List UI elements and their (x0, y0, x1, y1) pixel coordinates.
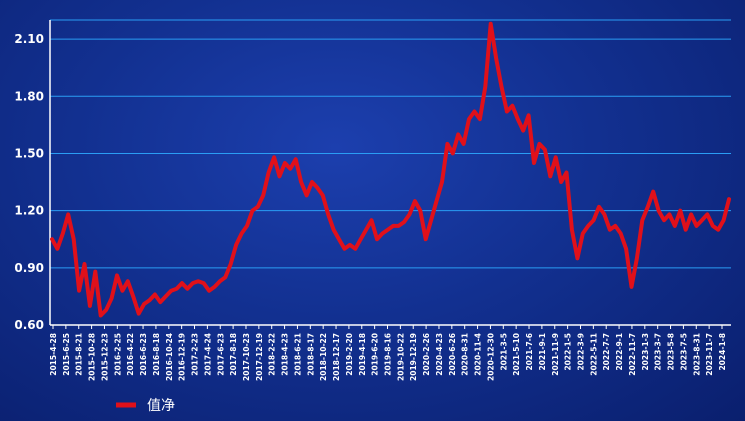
x-tick-label: 2021-7-6 (525, 333, 534, 371)
x-tick-label: 2017-12-19 (255, 333, 264, 381)
x-tick-label: 2020-12-30 (486, 333, 495, 381)
x-tick-label: 2016-8-18 (152, 333, 161, 376)
x-tick-label: 2015-8-21 (75, 333, 84, 376)
x-tick-label: 2020-8-31 (461, 333, 470, 376)
x-tick-label: 2024-1-8 (718, 333, 727, 371)
x-tick-label: 2018-4-23 (281, 333, 290, 376)
x-tick-label: 2016-2-25 (113, 333, 122, 376)
y-tick-label: 2.10 (14, 32, 44, 46)
x-tick-label: 2021-5-10 (512, 333, 521, 376)
x-tick-label: 2015-4-28 (49, 333, 58, 376)
y-tick-label: 1.80 (14, 89, 44, 103)
legend-label: 值净 (147, 398, 175, 414)
x-tick-label: 2023-8-31 (692, 333, 701, 376)
x-tick-label: 2023-11-7 (705, 333, 714, 376)
x-tick-label: 2016-6-23 (139, 333, 148, 376)
y-tick-label: 0.60 (14, 318, 44, 332)
x-tick-label: 2015-6-25 (62, 333, 71, 376)
x-tick-label: 2018-10-22 (319, 333, 328, 381)
x-tick-label: 2019-4-18 (358, 333, 367, 376)
y-axis-ticks: 0.60 0.90 1.20 1.50 1.80 2.10 (14, 32, 44, 332)
x-axis-ticks: 2015-4-28 2015-6-25 2015-8-21 2015-10-28 201… (49, 325, 727, 381)
x-tick-label: 2022-5-11 (589, 333, 598, 376)
x-tick-label: 2022-7-7 (602, 333, 611, 371)
x-tick-label: 2018-8-17 (306, 333, 315, 376)
x-tick-label: 2023-7-5 (679, 333, 688, 371)
x-tick-label: 2018-6-21 (293, 333, 302, 376)
x-tick-label: 2015-12-23 (100, 333, 109, 381)
x-tick-label: 2018-12-17 (332, 333, 341, 381)
x-tick-label: 2021-11-9 (551, 333, 560, 376)
x-tick-label: 2016-10-24 (165, 333, 174, 381)
x-tick-label: 2023-3-7 (654, 333, 663, 371)
x-tick-label: 2022-11-7 (628, 333, 637, 376)
x-tick-label: 2022-1-5 (564, 333, 573, 371)
x-tick-label: 2021-3-5 (499, 333, 508, 371)
x-tick-label: 2016-4-22 (126, 333, 135, 376)
x-tick-label: 2019-10-22 (396, 333, 405, 381)
x-tick-label: 2020-6-26 (448, 333, 457, 376)
x-tick-label: 2019-12-19 (409, 333, 418, 381)
x-tick-label: 2017-8-18 (229, 333, 238, 376)
x-tick-label: 2017-2-23 (191, 333, 200, 376)
x-tick-label: 2021-9-1 (538, 333, 547, 371)
x-tick-label: 2017-6-23 (216, 333, 225, 376)
x-tick-label: 2020-2-26 (422, 333, 431, 376)
y-tick-label: 1.20 (14, 204, 44, 218)
legend: 值净 (116, 398, 175, 414)
x-tick-label: 2017-10-23 (242, 333, 251, 381)
x-tick-label: 2015-10-28 (88, 333, 97, 381)
x-tick-label: 2019-6-20 (371, 333, 380, 376)
gridlines (50, 19, 731, 326)
x-tick-label: 2020-11-4 (474, 333, 483, 376)
y-tick-label: 1.50 (14, 146, 44, 160)
x-tick-label: 2016-12-19 (178, 333, 187, 381)
x-tick-label: 2023-1-3 (641, 333, 650, 371)
x-tick-label: 2023-5-8 (667, 333, 676, 371)
x-tick-label: 2020-4-23 (435, 333, 444, 376)
x-tick-label: 2018-2-22 (268, 333, 277, 376)
x-tick-label: 2022-9-1 (615, 333, 624, 371)
plot-area (50, 21, 731, 318)
x-tick-label: 2017-4-24 (203, 333, 212, 376)
x-tick-label: 2019-8-16 (384, 333, 393, 376)
x-tick-label: 2019-2-20 (345, 333, 354, 376)
series-line (50, 21, 731, 318)
y-tick-label: 0.90 (14, 261, 44, 275)
x-tick-label: 2022-3-9 (576, 333, 585, 371)
